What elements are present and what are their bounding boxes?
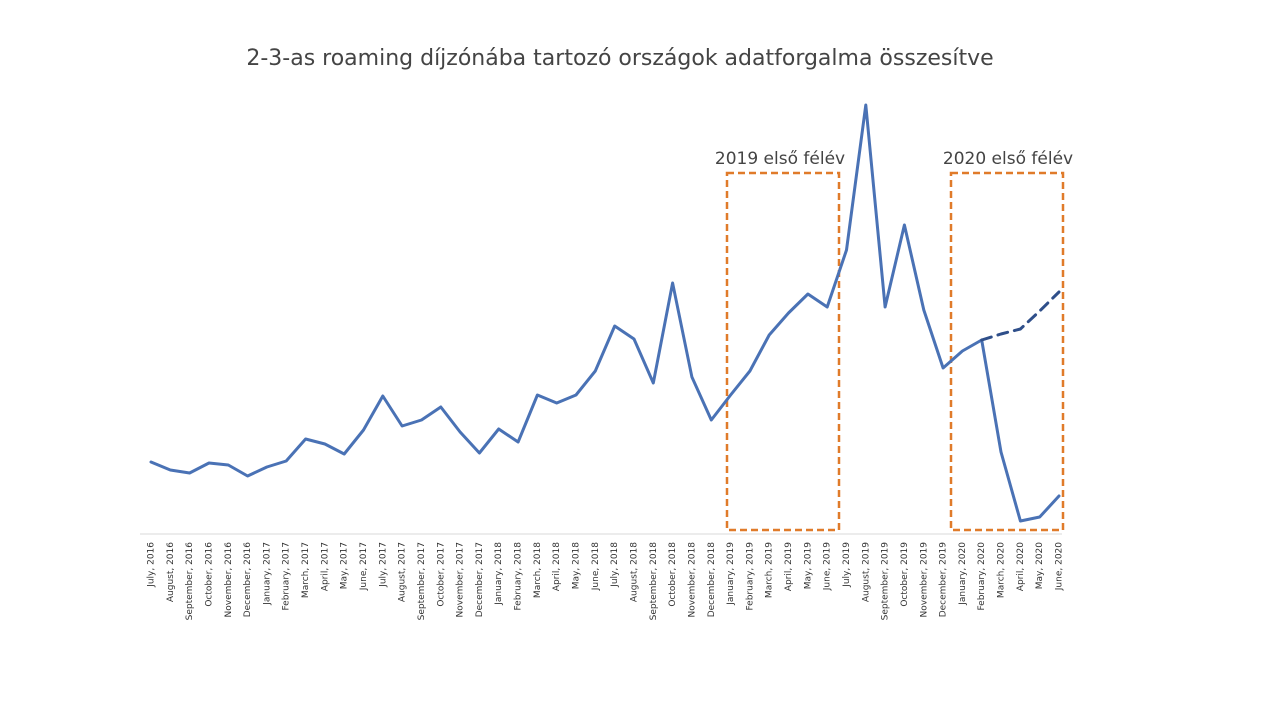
- x-tick-label: November, 2019: [919, 542, 929, 618]
- x-tick-label: October, 2017: [436, 542, 446, 607]
- x-tick-label: August, 2019: [861, 542, 871, 602]
- x-tick-label: May, 2019: [803, 542, 813, 590]
- x-tick-label: January, 2017: [262, 542, 272, 606]
- x-tick-label: June, 2020: [1055, 542, 1065, 591]
- highlight-box: [725, 171, 841, 532]
- x-tick-label: August, 2018: [629, 542, 639, 602]
- x-tick-label: September, 2016: [185, 542, 195, 621]
- x-tick-label: November, 2016: [224, 542, 234, 618]
- x-tick-label: June, 2019: [823, 542, 833, 591]
- x-tick-label: January, 2020: [958, 542, 968, 606]
- x-tick-label: July, 2016: [147, 542, 157, 588]
- x-tick-label: November, 2018: [687, 542, 697, 618]
- x-tick-label: August, 2016: [166, 542, 176, 602]
- x-tick-label: August, 2017: [398, 542, 408, 602]
- x-tick-label: February, 2019: [745, 542, 755, 611]
- x-tick-label: April, 2017: [320, 542, 330, 591]
- annotation: 2020 első félév: [943, 149, 1073, 169]
- x-tick-label: March, 2018: [533, 542, 543, 598]
- x-tick-label: April, 2018: [552, 542, 562, 591]
- x-tick-label: May, 2020: [1035, 542, 1045, 590]
- x-tick-label: November, 2017: [456, 542, 466, 617]
- x-tick-label: December, 2018: [707, 542, 717, 618]
- highlight-box: [949, 171, 1065, 532]
- x-tick-label: February, 2018: [514, 542, 524, 611]
- x-tick-label: December, 2019: [939, 542, 949, 618]
- x-tick-label: December, 2017: [475, 542, 485, 617]
- x-tick-label: October, 2016: [204, 542, 214, 607]
- x-tick-label: September, 2018: [649, 542, 659, 621]
- x-tick-label: July, 2018: [610, 542, 620, 588]
- x-tick-label: April, 2019: [784, 542, 794, 591]
- x-tick-label: September, 2017: [417, 542, 427, 620]
- x-tick-label: October, 2018: [668, 542, 678, 607]
- annotation: 2019 első félév: [715, 149, 845, 169]
- x-tick-label: May, 2018: [572, 542, 582, 590]
- data-line: [980, 290, 1061, 342]
- x-tick-label: January, 2019: [726, 542, 736, 606]
- x-tick-label: March, 2019: [765, 542, 775, 598]
- x-tick-label: December, 2016: [243, 542, 253, 618]
- data-line: [149, 103, 1061, 523]
- x-tick-label: March, 2020: [997, 542, 1007, 598]
- x-tick-label: March, 2017: [301, 542, 311, 598]
- x-tick-label: June, 2018: [591, 542, 601, 591]
- x-tick-label: February, 2020: [977, 542, 987, 611]
- x-tick-label: June, 2017: [359, 542, 369, 591]
- x-tick-label: May, 2017: [340, 542, 350, 589]
- x-tick-label: July, 2019: [842, 542, 852, 588]
- x-tick-label: April, 2020: [1016, 542, 1026, 591]
- x-tick-label: September, 2019: [881, 542, 891, 621]
- x-tick-label: February, 2017: [282, 542, 292, 611]
- x-tick-label: January, 2018: [494, 542, 504, 606]
- x-tick-label: October, 2019: [900, 542, 910, 607]
- x-tick-label: July, 2017: [378, 542, 388, 588]
- chart-title: 2-3-as roaming díjzónába tartozó országo…: [246, 46, 993, 71]
